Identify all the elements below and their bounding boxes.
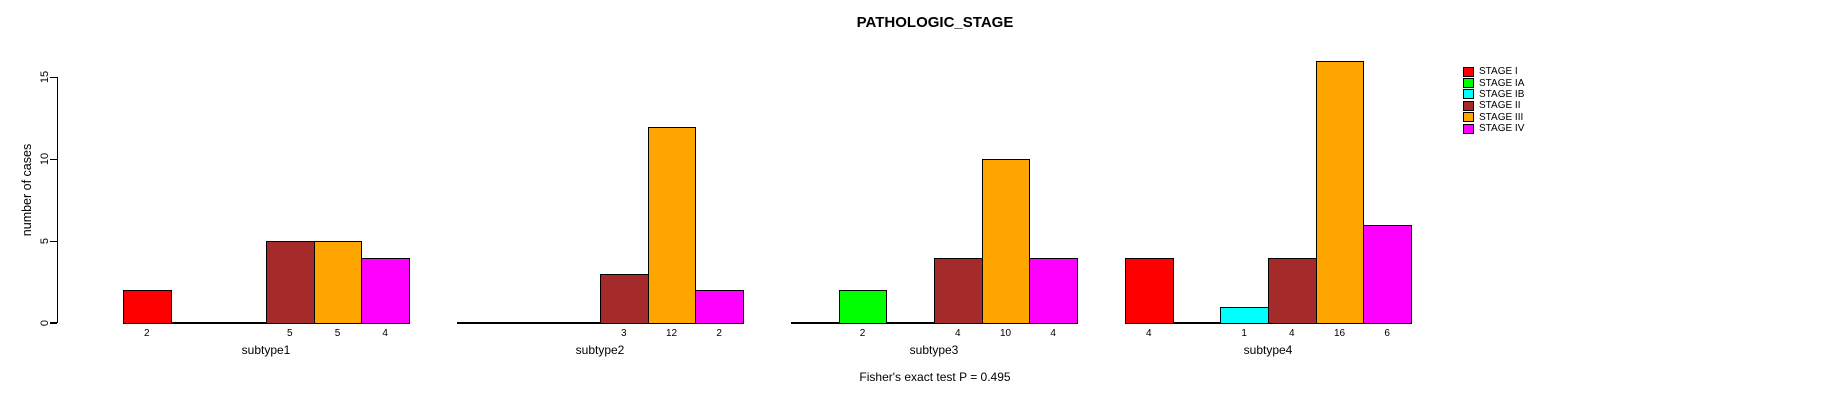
legend-item: STAGE IV <box>1463 123 1524 134</box>
legend: STAGE I STAGE IA STAGE IB STAGE II STAGE III… <box>1463 66 1524 134</box>
bar <box>313 241 363 324</box>
legend-item-label: STAGE IV <box>1479 123 1525 135</box>
legend-color-swatch <box>1463 66 1474 77</box>
stat-test-annotation: Fisher's exact test P = 0.495 <box>859 370 1011 384</box>
legend-item-label: STAGE IA <box>1479 77 1525 89</box>
legend-item-label: STAGE II <box>1479 100 1521 112</box>
bar-value-label: 6 <box>1384 328 1390 339</box>
y-axis-tick-label: 10 <box>39 153 51 166</box>
y-axis-line <box>57 77 59 323</box>
legend-color-swatch <box>1463 112 1474 123</box>
y-axis-tick <box>50 240 57 242</box>
legend-color-swatch <box>1463 100 1474 111</box>
bar <box>1268 257 1317 324</box>
bar <box>981 159 1031 324</box>
bar-value-label: 2 <box>859 328 866 339</box>
legend-color-swatch <box>1463 89 1474 100</box>
bar-value-label: 5 <box>334 328 341 339</box>
legend-color-swatch <box>1463 123 1474 134</box>
y-axis-label: number of cases <box>20 143 34 237</box>
y-axis-tick <box>50 76 57 79</box>
bar <box>647 126 697 324</box>
bar <box>1220 306 1269 324</box>
legend-item-label: STAGE III <box>1479 111 1524 123</box>
bar <box>1363 224 1412 324</box>
bar-value-label: 5 <box>287 328 293 339</box>
legend-item: STAGE IB <box>1463 89 1524 100</box>
bar-value-label: 4 <box>1050 328 1056 339</box>
legend-item-label: STAGE IB <box>1479 88 1525 100</box>
bar <box>1315 61 1365 324</box>
bar <box>1029 257 1078 324</box>
x-axis-category-label: subtype1 <box>241 343 291 357</box>
legend-item: STAGE II <box>1463 100 1524 111</box>
bar-value-label: 12 <box>665 328 678 339</box>
y-axis-tick <box>50 322 57 324</box>
bar-value-label: 2 <box>144 328 150 339</box>
bar-value-label: 2 <box>716 328 722 339</box>
legend-item-label: STAGE I <box>1479 66 1518 78</box>
bar-value-label: 3 <box>621 328 627 339</box>
bar <box>1125 257 1174 324</box>
bar <box>838 290 888 324</box>
bar-value-label: 4 <box>382 328 388 339</box>
y-axis-tick-label: 0 <box>39 319 51 327</box>
x-axis-category-label: subtype3 <box>909 343 959 357</box>
bar-value-label: 4 <box>1289 328 1295 339</box>
bar <box>934 257 983 324</box>
bar <box>695 290 744 324</box>
x-axis-category-label: subtype2 <box>575 343 625 357</box>
bar-value-label: 16 <box>1333 328 1346 339</box>
legend-item: STAGE III <box>1463 112 1524 123</box>
bar-value-label: 10 <box>999 328 1012 339</box>
bar-value-label: 1 <box>1241 328 1247 339</box>
legend-item: STAGE I <box>1463 66 1524 77</box>
legend-item: STAGE IA <box>1463 77 1525 89</box>
x-axis-category-label: subtype4 <box>1243 343 1293 357</box>
legend-color-swatch <box>1463 78 1474 89</box>
bar <box>600 273 649 324</box>
bar <box>266 241 315 324</box>
chart-title: PATHOLOGIC_STAGE <box>856 14 1014 31</box>
bar-value-label: 4 <box>955 328 961 339</box>
y-axis-tick-label: 15 <box>39 71 51 84</box>
bar <box>123 290 172 324</box>
bar <box>361 257 410 324</box>
y-axis-tick <box>50 158 57 160</box>
bar-value-label: 4 <box>1146 328 1152 339</box>
y-axis-tick-label: 5 <box>39 238 51 245</box>
